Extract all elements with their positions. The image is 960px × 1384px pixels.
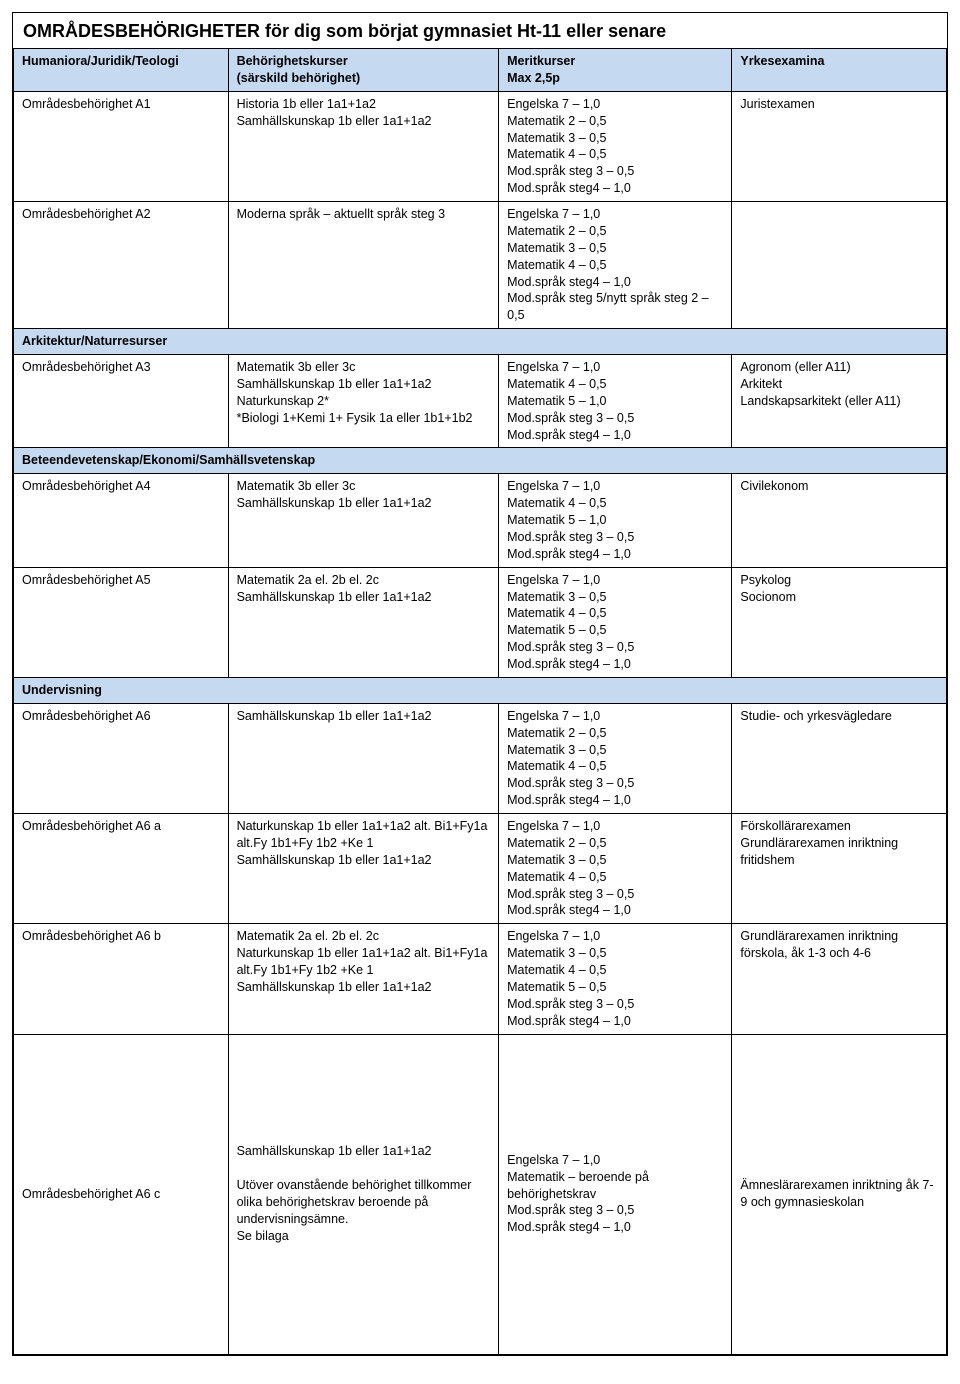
cell-merit: Engelska 7 – 1,0 Matematik 3 – 0,5 Matem…: [499, 567, 732, 677]
page-title: OMRÅDESBEHÖRIGHETER för dig som börjat g…: [13, 13, 947, 48]
row-a6a: Områdesbehörighet A6 a Naturkunskap 1b e…: [14, 814, 947, 924]
cell-kurser: Matematik 2a el. 2b el. 2c Naturkunskap …: [228, 924, 499, 1034]
cell-merit: Engelska 7 – 1,0 Matematik 2 – 0,5 Matem…: [499, 202, 732, 329]
cell-exam: Psykolog Socionom: [732, 567, 947, 677]
row-a5: Områdesbehörighet A5 Matematik 2a el. 2b…: [14, 567, 947, 677]
cell-name: Områdesbehörighet A2: [14, 202, 229, 329]
cell-merit: Engelska 7 – 1,0 Matematik 2 – 0,5 Matem…: [499, 91, 732, 201]
eligibility-table: Humaniora/Juridik/Teologi Behörighetskur…: [13, 48, 947, 1355]
cell-name: Områdesbehörighet A6 a: [14, 814, 229, 924]
row-a2: Områdesbehörighet A2 Moderna språk – akt…: [14, 202, 947, 329]
cell-name: Områdesbehörighet A3: [14, 355, 229, 448]
cell-kurser: Samhällskunskap 1b eller 1a1+1a2: [228, 703, 499, 813]
cell-merit: Engelska 7 – 1,0 Matematik 2 – 0,5 Matem…: [499, 703, 732, 813]
cell-name: Områdesbehörighet A5: [14, 567, 229, 677]
table-header-row: Humaniora/Juridik/Teologi Behörighetskur…: [14, 49, 947, 92]
cell-exam: Agronom (eller A11) Arkitekt Landskapsar…: [732, 355, 947, 448]
row-a1: Områdesbehörighet A1 Historia 1b eller 1…: [14, 91, 947, 201]
cell-kurser: Naturkunskap 1b eller 1a1+1a2 alt. Bi1+F…: [228, 814, 499, 924]
cell-kurser: Historia 1b eller 1a1+1a2 Samhällskunska…: [228, 91, 499, 201]
cell-kurser: Matematik 2a el. 2b el. 2c Samhällskunsk…: [228, 567, 499, 677]
section-undervisning: Undervisning: [14, 677, 947, 703]
section-arkitektur: Arkitektur/Naturresurser: [14, 329, 947, 355]
cell-kurser: Matematik 3b eller 3c Samhällskunskap 1b…: [228, 355, 499, 448]
cell-merit: Engelska 7 – 1,0 Matematik 4 – 0,5 Matem…: [499, 355, 732, 448]
document-container: OMRÅDESBEHÖRIGHETER för dig som börjat g…: [12, 12, 948, 1356]
cell-name: Områdesbehörighet A4: [14, 474, 229, 567]
section-label: Undervisning: [14, 677, 947, 703]
cell-exam: Studie- och yrkesvägledare: [732, 703, 947, 813]
cell-exam: Grundlärarexamen inriktning förskola, åk…: [732, 924, 947, 1034]
cell-kurser: Moderna språk – aktuellt språk steg 3: [228, 202, 499, 329]
cell-merit: Engelska 7 – 1,0 Matematik – beroende på…: [499, 1034, 732, 1354]
cell-exam: Ämneslärarexamen inriktning åk 7-9 och g…: [732, 1034, 947, 1354]
col-header-section: Humaniora/Juridik/Teologi: [14, 49, 229, 92]
row-a3: Områdesbehörighet A3 Matematik 3b eller …: [14, 355, 947, 448]
cell-merit: Engelska 7 – 1,0 Matematik 3 – 0,5 Matem…: [499, 924, 732, 1034]
cell-merit: Engelska 7 – 1,0 Matematik 4 – 0,5 Matem…: [499, 474, 732, 567]
row-a6c: Områdesbehörighet A6 c Samhällskunskap 1…: [14, 1034, 947, 1354]
cell-merit: Engelska 7 – 1,0 Matematik 2 – 0,5 Matem…: [499, 814, 732, 924]
row-a6: Områdesbehörighet A6 Samhällskunskap 1b …: [14, 703, 947, 813]
cell-name: Områdesbehörighet A6 c: [14, 1034, 229, 1354]
col-header-exam: Yrkesexamina: [732, 49, 947, 92]
cell-name: Områdesbehörighet A6 b: [14, 924, 229, 1034]
cell-name: Områdesbehörighet A6: [14, 703, 229, 813]
row-a4: Områdesbehörighet A4 Matematik 3b eller …: [14, 474, 947, 567]
cell-kurser: Matematik 3b eller 3c Samhällskunskap 1b…: [228, 474, 499, 567]
cell-kurser: Samhällskunskap 1b eller 1a1+1a2 Utöver …: [228, 1034, 499, 1354]
row-a6b: Områdesbehörighet A6 b Matematik 2a el. …: [14, 924, 947, 1034]
cell-name: Områdesbehörighet A1: [14, 91, 229, 201]
cell-exam: Förskollärarexamen Grundlärarexamen inri…: [732, 814, 947, 924]
cell-exam: Juristexamen: [732, 91, 947, 201]
cell-exam: Civilekonom: [732, 474, 947, 567]
col-header-merit: Meritkurser Max 2,5p: [499, 49, 732, 92]
col-header-kurser: Behörighetskurser (särskild behörighet): [228, 49, 499, 92]
section-beteende: Beteendevetenskap/Ekonomi/Samhällsvetens…: [14, 448, 947, 474]
section-label: Arkitektur/Naturresurser: [14, 329, 947, 355]
section-label: Beteendevetenskap/Ekonomi/Samhällsvetens…: [14, 448, 947, 474]
cell-exam: [732, 202, 947, 329]
